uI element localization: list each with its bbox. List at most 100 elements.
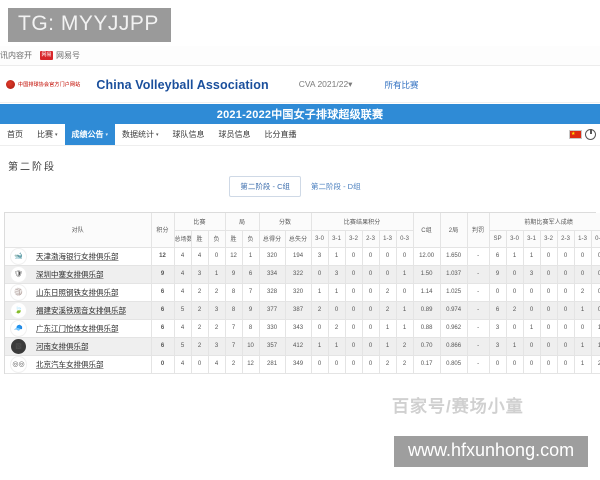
power-icon[interactable] (585, 129, 596, 140)
netease-badge-icon: 网易 (40, 51, 53, 60)
stat-cell-6: 320 (285, 283, 312, 302)
all-matches-link[interactable]: 所有比赛 (384, 79, 419, 90)
th-points[interactable]: 积分 (151, 213, 175, 248)
table-row[interactable]: 🏐 山东日照钢铁女排俱乐部 6 4 2 2 8 7 328 320 1 1 0 0 2 0 1.14 1.025-… (5, 283, 600, 302)
th-total-matches: 总场数 (174, 230, 192, 248)
stat-cell-22: 0 (591, 301, 600, 320)
season-selector[interactable]: CVA 2021/22▾ (299, 79, 353, 90)
stat-cell-4: 8 (242, 319, 260, 338)
th-matches: 比赛 (174, 213, 226, 231)
stat-cell-17: 2 (506, 301, 524, 320)
strip-item-text: 讯内容开 (0, 51, 32, 60)
stat-cell-6: 194 (285, 247, 312, 266)
points-cell: 6 (151, 283, 175, 302)
table-row[interactable]: 🧢 广东江门怡体女排俱乐部 6 4 2 2 7 8 330 343 0 2 0 0 1 1 0.88 0.962-… (5, 319, 600, 338)
stat-cell-7: 0 (311, 319, 329, 338)
stat-cell-9: 0 (345, 301, 363, 320)
main-nav: 首页 比赛 ▾ 成绩公告 ▾ 数据统计 ▾ 球队信息 球员信息 比分直播 (0, 124, 600, 146)
stat-cell-5: 330 (259, 319, 286, 338)
stat-cell-20: 0 (557, 265, 575, 284)
mascot-icon: 🧢 (10, 319, 27, 336)
stat-cell-22: 1 (591, 319, 600, 338)
team-name-link[interactable]: 山东日照钢铁女排俱乐部 (36, 287, 119, 297)
stat-cell-15: - (467, 301, 490, 320)
team-name-link[interactable]: 天津渤海银行女排俱乐部 (36, 251, 119, 261)
stat-cell-7: 2 (311, 301, 329, 320)
nav-label-3: 数据统计 (122, 130, 155, 139)
strip-item-label[interactable]: 讯内容开 (0, 50, 32, 61)
nav-item-0[interactable]: 首页 (0, 124, 30, 145)
stat-cell-19: 0 (540, 319, 558, 338)
league-title-band: 2021-2022中国女子排球超级联赛 (0, 104, 600, 124)
stat-cell-13: 1.14 (413, 283, 441, 302)
stat-cell-6: 412 (285, 337, 312, 356)
group-tab-c[interactable]: 第二阶段 - C组 (229, 176, 301, 197)
stat-cell-22: 0 (591, 265, 600, 284)
stat-cell-2: 4 (208, 355, 226, 374)
baijia-watermark: 百家号/赛场小童 (392, 397, 524, 416)
stat-cell-3: 7 (225, 319, 243, 338)
th-rp-23: 2-3 (362, 230, 380, 248)
stat-cell-13: 0.70 (413, 337, 441, 356)
nav-item-6[interactable]: 比分直播 (258, 124, 304, 145)
nav-item-1[interactable]: 比赛 ▾ (30, 124, 65, 145)
stat-cell-22: 1 (591, 337, 600, 356)
stat-cell-3: 12 (225, 247, 243, 266)
nav-item-5[interactable]: 球员信息 (212, 124, 258, 145)
nav-item-2[interactable]: 成绩公告 ▾ (64, 124, 116, 145)
stat-cell-10: 0 (362, 337, 380, 356)
nav-item-3[interactable]: 数据统计 ▾ (115, 124, 166, 145)
stat-cell-11: 1 (379, 319, 397, 338)
table-row[interactable]: 🐋 天津渤海银行女排俱乐部 12 4 4 0 12 1 320 194 3 1 0 0 0 0 12.00 1.6… (5, 247, 600, 266)
group-tab-bar: 第二阶段 - C组 第二阶段 - D组 (0, 176, 600, 197)
season-label: CVA 2021/22 (298, 79, 349, 89)
stat-cell-17: 0 (506, 355, 524, 374)
stat-cell-7: 1 (311, 283, 329, 302)
group-tab-d[interactable]: 第二阶段 - D组 (311, 182, 361, 191)
table-row[interactable]: ◎◎ 北京汽车女排俱乐部 0 4 0 4 2 12 281 349 0 0 0 0 2 2 0.17 0.805-… (5, 355, 600, 374)
th-pr-31: 3-1 (523, 230, 541, 248)
site-header: 中国排球协会官方门户网站 China Volleyball Associatio… (0, 67, 600, 103)
th-group-c: C组 (413, 213, 441, 248)
stat-cell-15: - (467, 265, 490, 284)
stat-cell-19: 0 (540, 301, 558, 320)
stat-cell-12: 1 (396, 319, 414, 338)
team-name-link[interactable]: 深圳中塞女排俱乐部 (36, 269, 104, 279)
stat-cell-11: 2 (379, 283, 397, 302)
cva-logo[interactable]: 中国排球协会官方门户网站 (6, 80, 80, 89)
nav-item-4[interactable]: 球队信息 (166, 124, 212, 145)
stat-cell-14: 1.037 (440, 265, 468, 284)
team-name-link[interactable]: 北京汽车女排俱乐部 (36, 359, 104, 369)
team-name-link[interactable]: 广东江门怡体女排俱乐部 (36, 323, 119, 333)
strip-item-netease[interactable]: 网易 网易号 (40, 50, 80, 61)
stat-cell-3: 2 (225, 355, 243, 374)
stat-cell-12: 1 (396, 301, 414, 320)
stat-cell-9: 0 (345, 265, 363, 284)
stat-cell-4: 10 (242, 337, 260, 356)
th-prior-results: 前期比赛军人成绩 (489, 213, 600, 231)
stat-cell-0: 4 (174, 355, 192, 374)
stat-cell-16: 3 (489, 337, 507, 356)
team-name-link[interactable]: 河南女排俱乐部 (36, 341, 89, 351)
table-row[interactable]: 🛡 深圳中塞女排俱乐部 9 4 3 1 9 6 334 322 0 3 0 0 0 1 1.50 1.037-9 0… (5, 265, 600, 284)
stat-cell-18: 3 (523, 265, 541, 284)
nav-label-0: 首页 (7, 130, 23, 139)
team-cell: ◎◎ 北京汽车女排俱乐部 (5, 355, 152, 374)
team-name-link[interactable]: 福建安溪铁观音女排俱乐部 (36, 305, 126, 315)
stat-cell-17: 0 (506, 283, 524, 302)
stat-cell-18: 0 (523, 301, 541, 320)
stat-cell-3: 8 (225, 283, 243, 302)
stat-cell-7: 1 (311, 337, 329, 356)
stat-cell-14: 0.866 (440, 337, 468, 356)
points-cell: 6 (151, 337, 175, 356)
stat-cell-13: 0.17 (413, 355, 441, 374)
stat-cell-7: 3 (311, 247, 329, 266)
table-row[interactable]: 🍃 福建安溪铁观音女排俱乐部 6 5 2 3 8 9 377 387 2 0 0 0 2 1 0.89 0.974… (5, 301, 600, 320)
shield-icon: 🛡 (10, 265, 27, 282)
stat-cell-6: 322 (285, 265, 312, 284)
stat-cell-22: 0 (591, 247, 600, 266)
th-team[interactable]: 对队 (5, 213, 152, 248)
china-flag-icon[interactable] (569, 129, 582, 139)
stat-cell-16: 0 (489, 355, 507, 374)
table-row[interactable]: ▧ 河南女排俱乐部 6 5 2 3 7 10 357 412 1 1 0 0 1 2 0.70 0.866-3 1 0… (5, 337, 600, 356)
